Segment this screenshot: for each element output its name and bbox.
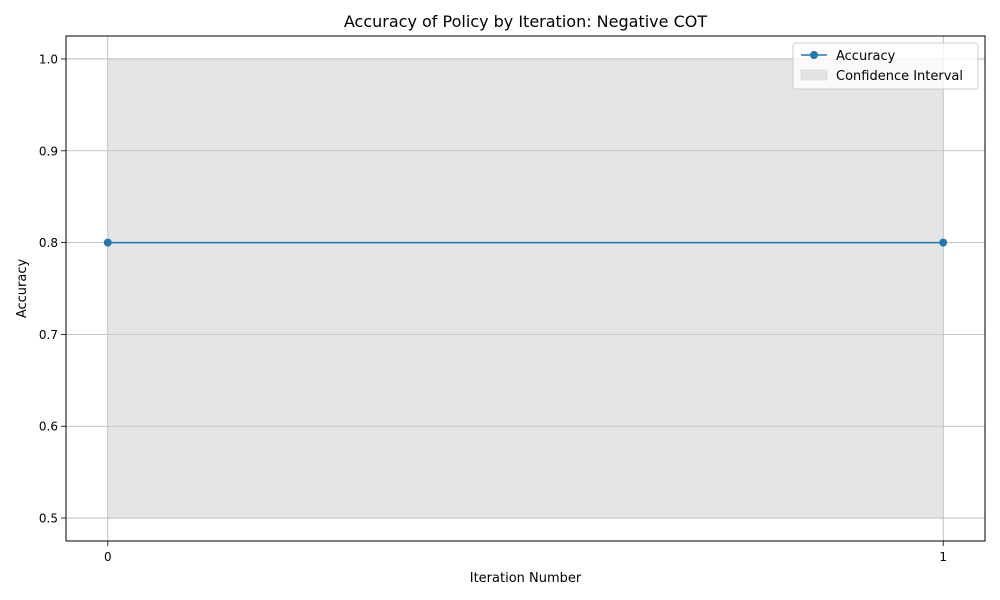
y-tick-label: 0.9 xyxy=(39,144,58,158)
y-axis-label: Accuracy xyxy=(15,259,30,319)
plot-frame xyxy=(65,35,986,542)
y-tick-label: 0.7 xyxy=(39,328,58,342)
y-tick-label: 1.0 xyxy=(39,52,58,66)
legend: Accuracy Confidence Interval xyxy=(792,42,979,90)
legend-accuracy-marker xyxy=(810,51,818,59)
accuracy-point xyxy=(103,238,112,247)
chart-title: Accuracy of Policy by Iteration: Negativ… xyxy=(344,12,707,31)
y-tick-label: 0.6 xyxy=(39,420,58,434)
x-tick-label: 0 xyxy=(104,550,112,564)
confidence-interval-area xyxy=(107,58,944,519)
legend-accuracy-label: Accuracy xyxy=(836,49,896,64)
accuracy-point xyxy=(939,238,948,247)
legend-ci-swatch xyxy=(800,69,828,81)
legend-ci-label: Confidence Interval xyxy=(836,69,963,84)
legend-box xyxy=(792,42,979,90)
series-layer xyxy=(103,238,948,247)
x-tick-label: 1 xyxy=(939,550,947,564)
y-tick-label: 0.8 xyxy=(39,236,58,250)
confidence-interval-band xyxy=(107,58,944,519)
y-tick-label: 0.5 xyxy=(39,512,58,526)
x-axis-label: Iteration Number xyxy=(470,571,582,586)
y-axis-ticks: 0.5 0.6 0.7 0.8 0.9 1.0 xyxy=(39,52,66,526)
